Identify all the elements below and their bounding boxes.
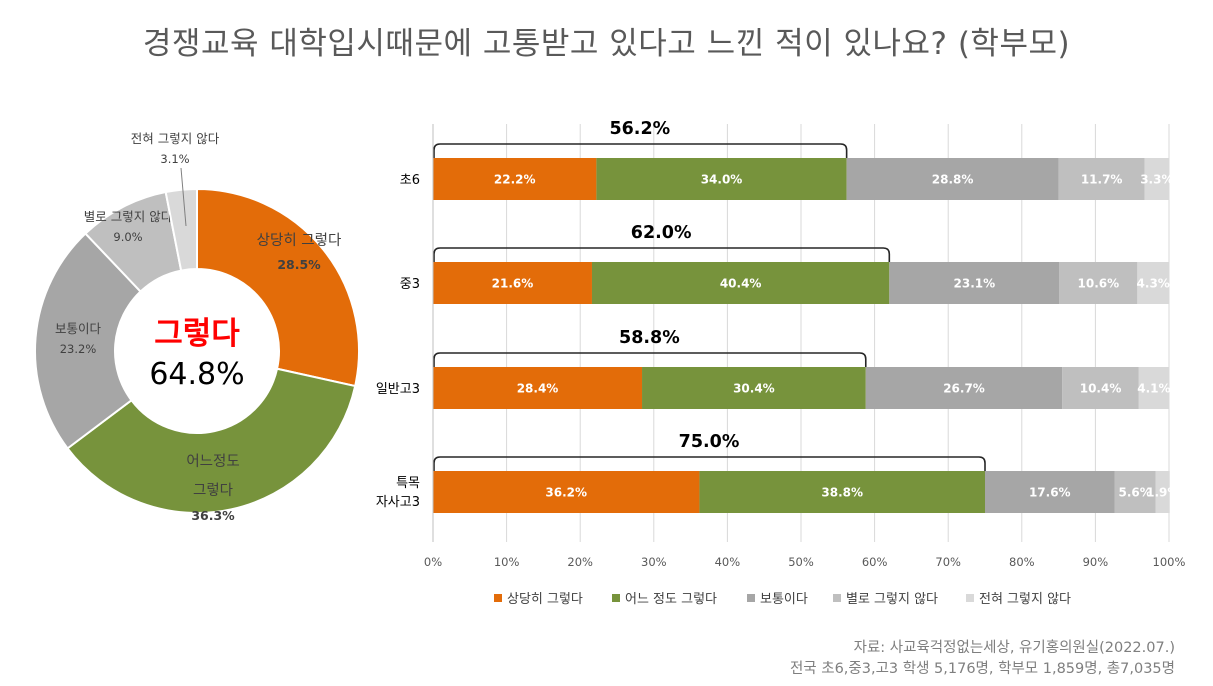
legend-label: 전혀 그렇지 않다 [979,592,1071,607]
legend-label: 어느 정도 그렇다 [625,592,717,607]
bar-value-label: 34.0% [701,173,743,187]
bar-segment [591,262,890,304]
bar-segment [1059,262,1138,304]
bar-value-label: 40.4% [720,277,762,291]
bar-segment [433,471,700,513]
bar-value-label: 17.6% [1029,486,1071,500]
donut-pct-4: 9.0% [113,230,142,244]
x-tick-label: 90% [1083,555,1109,569]
donut-pct-3: 23.2% [60,342,97,356]
donut-label-4: 별로 그렇지 않다 [84,209,173,224]
bracket-total-label: 56.2% [609,119,670,139]
bracket-total-label: 75.0% [679,432,740,452]
legend-swatch [612,594,620,602]
bar-value-label: 22.2% [494,173,536,187]
donut-pct-1: 28.5% [277,257,321,272]
bar-segment [1155,471,1170,513]
category-label: 자사고3 [376,495,420,510]
legend-swatch [747,594,755,602]
bar-segment [1144,158,1169,200]
bar-segment [433,262,592,304]
bracket-total-label: 62.0% [631,223,692,243]
bar-value-label: 10.6% [1078,277,1120,291]
bar-value-label: 26.7% [943,382,985,396]
x-tick-label: 60% [862,555,888,569]
donut-label-3: 보통이다 [55,321,102,336]
bar-value-label: 3.3% [1140,173,1173,187]
bar-segment [699,471,985,513]
page-title: 경쟁교육 대학입시때문에 고통받고 있다고 느낀 적이 있나요? (학부모) [142,26,1071,62]
bracket-line [433,456,986,471]
x-tick-label: 40% [715,555,741,569]
x-tick-label: 0% [424,555,442,569]
donut-label-1: 상당히 그렇다 [257,232,342,249]
bracket-line [433,352,867,367]
donut-pct-2: 36.3% [191,508,235,523]
donut-slice-5 [164,187,198,272]
bracket-total-label: 58.8% [619,328,680,348]
donut-label-5: 전혀 그렇지 않다 [131,131,220,146]
category-label: 초6 [400,173,420,188]
bar-value-label: 23.1% [954,277,996,291]
bar-value-label: 1.9% [1146,486,1179,500]
bar-value-label: 28.4% [517,382,559,396]
bar-segment [865,367,1063,409]
donut-center-value: 64.8% [149,357,244,392]
bar-segment [889,262,1060,304]
bar-value-label: 11.7% [1081,173,1123,187]
legend-label: 보통이다 [760,592,808,607]
bar-segment [433,158,597,200]
x-tick-label: 30% [641,555,667,569]
bar-value-label: 28.8% [932,173,974,187]
bar-value-label: 4.3% [1137,277,1170,291]
bar-value-label: 21.6% [492,277,534,291]
donut-slice-1 [196,187,360,388]
donut-label-2: 그렇다 [193,482,233,499]
bar-value-label: 38.8% [821,486,863,500]
bar-segment [846,158,1059,200]
legend-label: 상당히 그렇다 [507,592,583,607]
donut-slice-3 [34,232,142,450]
bar-segment [642,367,866,409]
bar-segment [1058,158,1145,200]
bar-segment [1138,367,1169,409]
bracket-line [433,247,891,262]
legend-swatch [833,594,841,602]
x-tick-label: 70% [935,555,961,569]
x-tick-label: 20% [567,555,593,569]
bracket-line [433,143,848,158]
source-line-2: 전국 초6,중3,고3 학생 5,176명, 학부모 1,859명, 총7,03… [789,661,1175,677]
donut-leader-line [180,167,187,227]
category-label: 일반고3 [376,382,420,397]
x-tick-label: 80% [1009,555,1035,569]
x-tick-label: 10% [494,555,520,569]
bar-segment [985,471,1115,513]
bar-segment [1062,367,1139,409]
donut-label-2: 어느정도 [186,453,239,470]
bar-value-label: 4.1% [1137,382,1170,396]
legend-swatch [966,594,974,602]
x-tick-label: 50% [788,555,814,569]
bar-value-label: 10.4% [1080,382,1122,396]
bar-value-label: 30.4% [733,382,775,396]
bar-segment [433,367,643,409]
legend-swatch [494,594,502,602]
bar-value-label: 36.2% [545,486,587,500]
source-line-1: 자료: 사교육걱정없는세상, 유기홍의원실(2022.07.) [853,640,1175,656]
legend-label: 별로 그렇지 않다 [846,592,938,607]
category-label: 중3 [400,277,420,292]
bar-segment [596,158,847,200]
donut-center-label: 그렇다 [154,316,240,352]
bar-segment [1137,262,1169,304]
category-label: 특목 [396,476,420,491]
bar-segment [1114,471,1156,513]
donut-slice-2 [66,367,357,514]
donut-pct-5: 3.1% [160,152,189,166]
x-tick-label: 100% [1153,555,1186,569]
bar-value-label: 5.6% [1119,486,1152,500]
